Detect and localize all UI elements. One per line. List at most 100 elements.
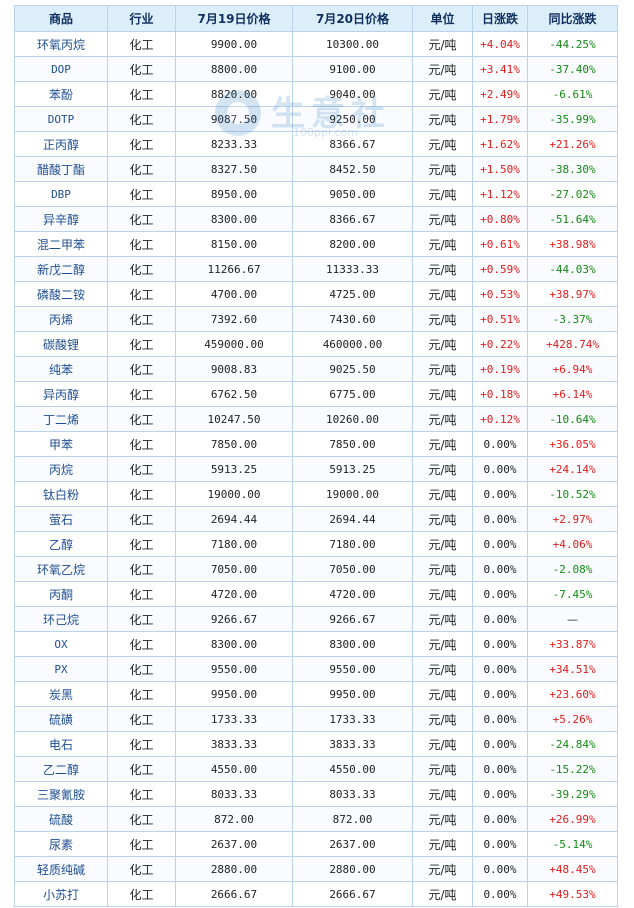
- industry-cell: 化工: [107, 406, 176, 432]
- commodity-link[interactable]: 环己烷: [14, 606, 108, 632]
- commodity-link[interactable]: 丙烷: [14, 456, 108, 482]
- industry-cell: 化工: [107, 331, 176, 357]
- commodity-link[interactable]: 丙酮: [14, 581, 108, 607]
- commodity-link[interactable]: 尿素: [14, 831, 108, 857]
- table-row: 甲苯 化工 7850.00 7850.00 元/吨 0.00% +36.05%: [14, 431, 618, 457]
- commodity-link[interactable]: 磷酸二铵: [14, 281, 108, 307]
- table-row: OX 化工 8300.00 8300.00 元/吨 0.00% +33.87%: [14, 631, 618, 657]
- daily-change-cell: 0.00%: [472, 681, 528, 707]
- daily-change-cell: +4.04%: [472, 31, 528, 57]
- commodity-link[interactable]: 异丙醇: [14, 381, 108, 407]
- commodity-link[interactable]: 丙烯: [14, 306, 108, 332]
- table-row: 丙烷 化工 5913.25 5913.25 元/吨 0.00% +24.14%: [14, 456, 618, 482]
- yoy-change-cell: —: [527, 606, 618, 632]
- unit-cell: 元/吨: [412, 506, 473, 532]
- unit-cell: 元/吨: [412, 81, 473, 107]
- commodity-link[interactable]: 丁二烯: [14, 406, 108, 432]
- unit-cell: 元/吨: [412, 856, 473, 882]
- commodity-link[interactable]: 纯苯: [14, 356, 108, 382]
- commodity-link[interactable]: 乙醇: [14, 531, 108, 557]
- daily-change-cell: +0.61%: [472, 231, 528, 257]
- price-0719-cell: 10247.50: [175, 406, 293, 432]
- daily-change-cell: 0.00%: [472, 531, 528, 557]
- price-0720-cell: 6775.00: [292, 381, 413, 407]
- industry-cell: 化工: [107, 181, 176, 207]
- industry-cell: 化工: [107, 806, 176, 832]
- commodity-link[interactable]: 醋酸丁酯: [14, 156, 108, 182]
- price-0720-cell: 9040.00: [292, 81, 413, 107]
- commodity-link[interactable]: 钛白粉: [14, 481, 108, 507]
- yoy-change-cell: +36.05%: [527, 431, 618, 457]
- industry-cell: 化工: [107, 106, 176, 132]
- yoy-change-cell: +34.51%: [527, 656, 618, 682]
- industry-cell: 化工: [107, 581, 176, 607]
- yoy-change-cell: +5.26%: [527, 706, 618, 732]
- daily-change-cell: +0.19%: [472, 356, 528, 382]
- price-0720-cell: 2694.44: [292, 506, 413, 532]
- yoy-change-cell: -44.25%: [527, 31, 618, 57]
- commodity-link[interactable]: 炭黑: [14, 681, 108, 707]
- commodity-link[interactable]: 三聚氰胺: [14, 781, 108, 807]
- commodity-link[interactable]: 甲苯: [14, 431, 108, 457]
- price-0720-cell: 2666.67: [292, 881, 413, 907]
- table-row: PX 化工 9550.00 9550.00 元/吨 0.00% +34.51%: [14, 656, 618, 682]
- price-0720-cell: 9250.00: [292, 106, 413, 132]
- yoy-change-cell: -38.30%: [527, 156, 618, 182]
- unit-cell: 元/吨: [412, 681, 473, 707]
- commodity-link[interactable]: 新戊二醇: [14, 256, 108, 282]
- price-0720-cell: 9100.00: [292, 56, 413, 82]
- commodity-link[interactable]: 苯酚: [14, 81, 108, 107]
- commodity-link[interactable]: 碳酸锂: [14, 331, 108, 357]
- industry-cell: 化工: [107, 681, 176, 707]
- price-0720-cell: 872.00: [292, 806, 413, 832]
- price-0720-cell: 7850.00: [292, 431, 413, 457]
- table-row: 硫磺 化工 1733.33 1733.33 元/吨 0.00% +5.26%: [14, 706, 618, 732]
- commodity-link[interactable]: 环氧乙烷: [14, 556, 108, 582]
- commodity-link[interactable]: 电石: [14, 731, 108, 757]
- yoy-change-cell: -10.64%: [527, 406, 618, 432]
- industry-cell: 化工: [107, 456, 176, 482]
- industry-cell: 化工: [107, 631, 176, 657]
- price-0719-cell: 3833.33: [175, 731, 293, 757]
- commodity-link[interactable]: DOP: [14, 56, 108, 82]
- price-0720-cell: 11333.33: [292, 256, 413, 282]
- commodity-link[interactable]: 硫酸: [14, 806, 108, 832]
- table-row: 磷酸二铵 化工 4700.00 4725.00 元/吨 +0.53% +38.97%: [14, 281, 618, 307]
- commodity-link[interactable]: DOTP: [14, 106, 108, 132]
- commodity-link[interactable]: 轻质纯碱: [14, 856, 108, 882]
- commodity-link[interactable]: DBP: [14, 181, 108, 207]
- commodity-link[interactable]: 萤石: [14, 506, 108, 532]
- yoy-change-cell: -44.03%: [527, 256, 618, 282]
- commodity-link[interactable]: 乙二醇: [14, 756, 108, 782]
- table-row: 环己烷 化工 9266.67 9266.67 元/吨 0.00% —: [14, 606, 618, 632]
- yoy-change-cell: -10.52%: [527, 481, 618, 507]
- table-row: 尿素 化工 2637.00 2637.00 元/吨 0.00% -5.14%: [14, 831, 618, 857]
- header-daily-change: 日涨跌: [472, 5, 528, 32]
- daily-change-cell: 0.00%: [472, 781, 528, 807]
- unit-cell: 元/吨: [412, 206, 473, 232]
- commodity-link[interactable]: 混二甲苯: [14, 231, 108, 257]
- commodity-link[interactable]: 环氧丙烷: [14, 31, 108, 57]
- table-row: 电石 化工 3833.33 3833.33 元/吨 0.00% -24.84%: [14, 731, 618, 757]
- unit-cell: 元/吨: [412, 281, 473, 307]
- daily-change-cell: 0.00%: [472, 556, 528, 582]
- commodity-link[interactable]: PX: [14, 656, 108, 682]
- daily-change-cell: +0.59%: [472, 256, 528, 282]
- table-header-row: 商品 行业 7月19日价格 7月20日价格 单位 日涨跌 同比涨跌: [14, 5, 618, 32]
- daily-change-cell: +0.22%: [472, 331, 528, 357]
- yoy-change-cell: +6.14%: [527, 381, 618, 407]
- commodity-link[interactable]: OX: [14, 631, 108, 657]
- commodity-link[interactable]: 异辛醇: [14, 206, 108, 232]
- table-row: 苯酚 化工 8820.00 9040.00 元/吨 +2.49% -6.61%: [14, 81, 618, 107]
- commodity-link[interactable]: 小苏打: [14, 881, 108, 907]
- daily-change-cell: 0.00%: [472, 431, 528, 457]
- table-row: 醋酸丁酯 化工 8327.50 8452.50 元/吨 +1.50% -38.30%: [14, 156, 618, 182]
- table-body: 环氧丙烷 化工 9900.00 10300.00 元/吨 +4.04% -44.25% DOP…: [14, 31, 618, 907]
- commodity-link[interactable]: 正丙醇: [14, 131, 108, 157]
- price-0720-cell: 7050.00: [292, 556, 413, 582]
- price-0719-cell: 2637.00: [175, 831, 293, 857]
- industry-cell: 化工: [107, 156, 176, 182]
- commodity-link[interactable]: 硫磺: [14, 706, 108, 732]
- price-0719-cell: 459000.00: [175, 331, 293, 357]
- unit-cell: 元/吨: [412, 806, 473, 832]
